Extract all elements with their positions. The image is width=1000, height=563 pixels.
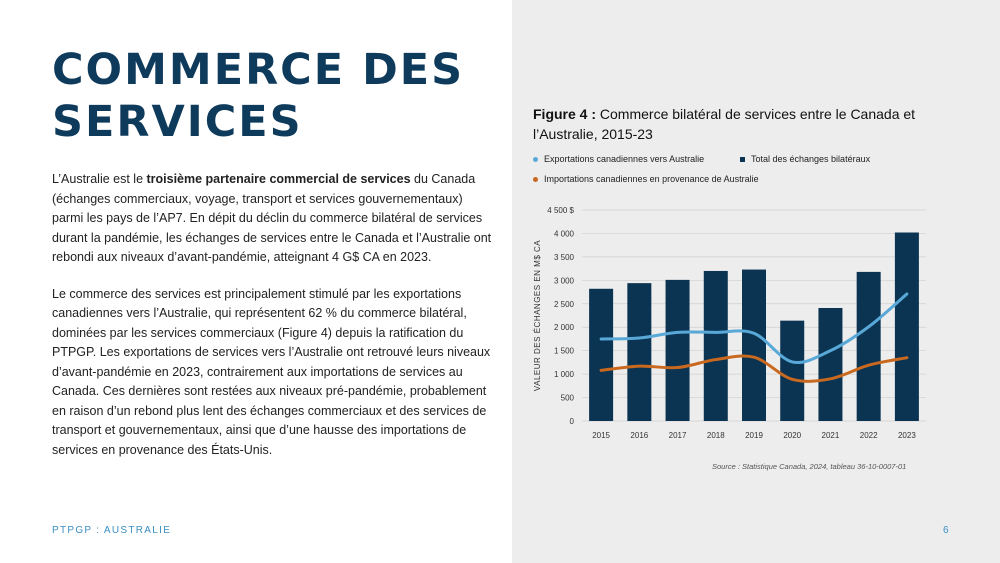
- x-tick-label: 2022: [860, 431, 878, 440]
- x-tick-label: 2018: [707, 431, 725, 440]
- legend-total-label: Total des échanges bilatéraux: [751, 154, 871, 164]
- x-tick-label: 2016: [630, 431, 648, 440]
- legend-exports: Exportations canadiennes vers Australie: [533, 154, 704, 164]
- source-note: Source : Statistique Canada, 2024, table…: [712, 462, 907, 471]
- exports-line: [599, 292, 909, 365]
- paragraph-1: L’Australie est le troisième partenaire …: [52, 170, 492, 268]
- page-number: 6: [943, 525, 949, 536]
- bar-line-chart: 0 500 1 000 1 500 2 000 2 500 3 000 3 500 4 000 4…: [533, 206, 926, 440]
- y-tick-label: 3 000: [554, 276, 575, 285]
- legend-total: Total des échanges bilatéraux: [740, 154, 870, 164]
- x-tick-label: 2019: [745, 431, 763, 440]
- imports-line: [599, 354, 909, 383]
- bar: [742, 269, 766, 421]
- legend-imports-dot: [533, 176, 538, 182]
- y-tick-label: 2 500: [554, 300, 575, 309]
- legend-imports: Importations canadiennes en provenance d…: [533, 174, 759, 184]
- y-tick-label: 4 000: [554, 229, 575, 238]
- y-tick-label: 0: [570, 417, 575, 426]
- y-tick-label: 1 000: [554, 370, 575, 379]
- figure-title-text: Commerce bilatéral de services entre le …: [533, 106, 916, 142]
- paragraph-2: Le commerce des services est principalem…: [52, 286, 491, 457]
- y-axis-label: VALEUR DES ÉCHANGES EN M$ CA: [533, 240, 542, 391]
- x-tick-label: 2023: [898, 431, 916, 440]
- legend-exports-label: Exportations canadiennes vers Australie: [544, 154, 705, 164]
- y-tick-label: 4 500 $: [547, 206, 574, 215]
- y-tick-label: 1 500: [554, 347, 575, 356]
- page-title-line-1: COMMERCE DES: [52, 45, 465, 95]
- bar: [818, 307, 843, 421]
- bar: [589, 288, 614, 421]
- y-tick-label: 500: [561, 394, 575, 403]
- paragraph-1-pre: L’Australie est le: [52, 172, 147, 186]
- y-tick-label: 3 500: [554, 253, 575, 262]
- paragraph-1-post: du Canada (échanges commerciaux, voyage,…: [52, 172, 492, 264]
- bar: [894, 232, 919, 421]
- bar: [856, 271, 881, 421]
- x-tick-label: 2017: [669, 431, 687, 440]
- x-tick-label: 2021: [822, 431, 840, 440]
- legend-total-square: [740, 156, 745, 162]
- legend-exports-dot: [533, 156, 538, 162]
- bar: [703, 270, 728, 421]
- x-tick-label: 2015: [592, 431, 610, 440]
- paragraph-1-bold: troisième partenaire commercial de servi…: [146, 172, 411, 186]
- bar: [780, 320, 805, 421]
- body-text: L’Australie est le troisième partenaire …: [52, 170, 492, 477]
- y-tick-label: 2 000: [554, 323, 575, 332]
- legend-imports-label: Importations canadiennes en provenance d…: [544, 174, 759, 184]
- figure-label: Figure 4 :: [533, 106, 597, 122]
- page-title-line-2: SERVICES: [52, 97, 303, 147]
- bar: [627, 283, 652, 421]
- page-title: COMMERCE DES SERVICES: [52, 44, 464, 148]
- x-tick-label: 2020: [783, 431, 801, 440]
- bar: [665, 279, 690, 421]
- footer-section-label: PTPGP : AUSTRALIE: [52, 525, 172, 536]
- figure-title: Figure 4 : Commerce bilatéral de service…: [533, 104, 943, 144]
